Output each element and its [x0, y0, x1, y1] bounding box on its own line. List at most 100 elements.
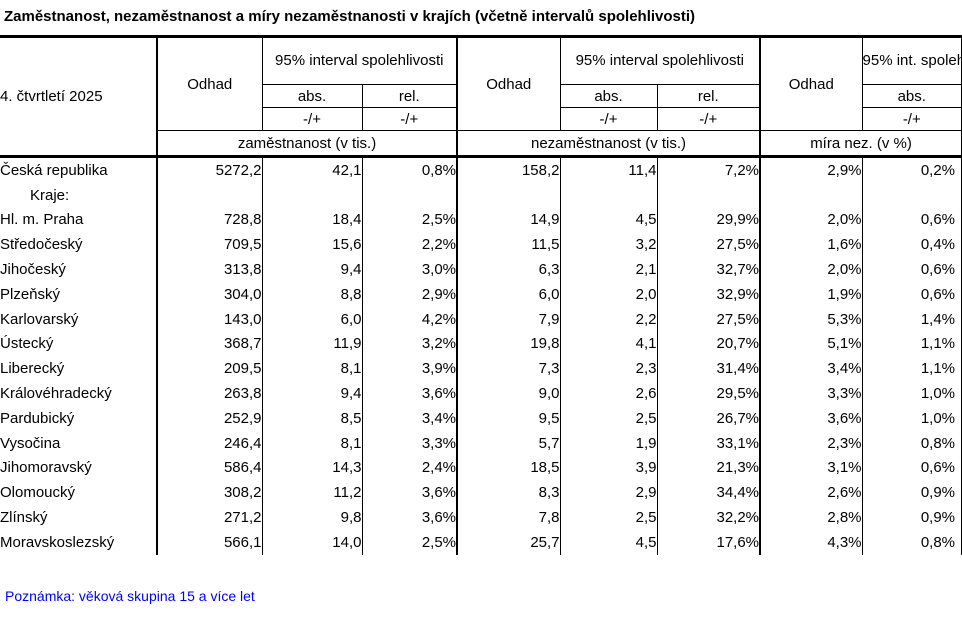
header-row-plus-minus: -/+ -/+ -/+ -/+ -/+	[0, 107, 962, 131]
value-cell: 14,3	[262, 455, 363, 481]
value-cell: 9,8	[262, 505, 363, 530]
value-cell: 42,1	[262, 156, 363, 183]
value-cell: 709,5	[157, 232, 263, 258]
value-cell: 2,6%	[760, 480, 863, 506]
pm-header: -/+	[862, 107, 962, 131]
value-cell: 2,3	[560, 356, 658, 382]
value-cell: 0,6%	[862, 257, 962, 282]
value-cell: 313,8	[157, 257, 263, 282]
value-cell: 8,5	[262, 405, 363, 431]
value-cell: 27,5%	[657, 232, 762, 258]
value-cell: 3,3%	[760, 381, 863, 406]
value-cell: 2,0%	[760, 257, 863, 282]
table-row: Hl. m. Praha 728,8 18,4 2,5% 14,9 4,5 29…	[0, 207, 962, 233]
rel-header-employment: rel.	[362, 84, 459, 108]
value-cell: 0,9%	[862, 505, 962, 530]
table-row: Moravskoslezský 566,1 14,0 2,5% 25,7 4,5…	[0, 529, 962, 555]
group-label-rate: míra nez. (v %)	[760, 130, 962, 158]
value-cell: 9,5	[457, 405, 561, 431]
odhad-header-rate: Odhad	[760, 36, 863, 131]
value-cell: 32,9%	[657, 281, 762, 307]
value-cell: 29,9%	[657, 207, 762, 233]
footnote: Poznámka: věková skupina 15 a více let	[5, 587, 255, 604]
region-name: Ústecký	[0, 331, 158, 357]
value-cell: 7,2%	[657, 156, 762, 183]
table-row: Pardubický 252,9 8,5 3,4% 9,5 2,5 26,7% …	[0, 405, 962, 431]
value-cell: 26,7%	[657, 405, 762, 431]
value-cell: 0,6%	[862, 207, 962, 233]
value-cell: 1,1%	[862, 331, 962, 357]
value-cell: 263,8	[157, 381, 263, 406]
value-cell: 0,9%	[862, 480, 962, 506]
value-cell: 34,4%	[657, 480, 762, 506]
region-name: Česká republika	[0, 156, 158, 183]
value-cell: 11,4	[560, 156, 658, 183]
value-cell: 8,8	[262, 281, 363, 307]
value-cell: 3,6%	[760, 405, 863, 431]
value-cell: 33,1%	[657, 430, 762, 456]
value-cell: 2,1	[560, 257, 658, 282]
header-row-interval: 4. čtvrtletí 2025 Odhad 95% interval spo…	[0, 36, 962, 158]
region-name: Olomoucký	[0, 480, 158, 506]
value-cell	[760, 182, 863, 208]
value-cell: 3,4%	[362, 405, 459, 431]
value-cell: 308,2	[157, 480, 263, 506]
region-name: Kraje:	[0, 182, 158, 208]
rel-header-unemployment: rel.	[657, 84, 762, 108]
value-cell: 246,4	[157, 430, 263, 456]
value-cell: 8,3	[457, 480, 561, 506]
employment-table: 4. čtvrtletí 2025 Odhad 95% interval spo…	[0, 35, 962, 555]
table-row: Jihomoravský 586,4 14,3 2,4% 18,5 3,9 21…	[0, 455, 962, 481]
interval-header-rate: 95% int. spoleh.	[862, 36, 962, 85]
pm-header: -/+	[362, 107, 459, 131]
value-cell: 6,0	[457, 281, 561, 307]
value-cell: 7,3	[457, 356, 561, 382]
value-cell: 3,2%	[362, 331, 459, 357]
value-cell: 11,9	[262, 331, 363, 357]
value-cell	[657, 182, 762, 208]
value-cell: 4,2%	[362, 306, 459, 332]
value-cell: 1,1%	[862, 356, 962, 382]
value-cell: 7,9	[457, 306, 561, 332]
value-cell: 5272,2	[157, 156, 263, 183]
value-cell: 3,4%	[760, 356, 863, 382]
value-cell: 0,8%	[862, 529, 962, 555]
region-name: Pardubický	[0, 405, 158, 431]
value-cell: 0,4%	[862, 232, 962, 258]
region-name: Středočeský	[0, 232, 158, 258]
region-name: Vysočina	[0, 430, 158, 456]
value-cell: 2,2%	[362, 232, 459, 258]
value-cell: 158,2	[457, 156, 561, 183]
abs-header-unemployment: abs.	[560, 84, 658, 108]
pm-header: -/+	[262, 107, 363, 131]
value-cell: 271,2	[157, 505, 263, 530]
value-cell: 3,2	[560, 232, 658, 258]
interval-header-employment: 95% interval spolehlivosti	[262, 36, 459, 85]
value-cell: 3,9	[560, 455, 658, 481]
value-cell: 3,6%	[362, 505, 459, 530]
table-row: Karlovarský 143,0 6,0 4,2% 7,9 2,2 27,5%…	[0, 306, 962, 332]
value-cell: 2,4%	[362, 455, 459, 481]
value-cell: 2,5	[560, 405, 658, 431]
value-cell: 21,3%	[657, 455, 762, 481]
value-cell: 2,6	[560, 381, 658, 406]
table-row: Jihočeský 313,8 9,4 3,0% 6,3 2,1 32,7% 2…	[0, 257, 962, 282]
table-body: Česká republika 5272,2 42,1 0,8% 158,2 1…	[0, 156, 962, 555]
region-name: Liberecký	[0, 356, 158, 382]
value-cell: 728,8	[157, 207, 263, 233]
region-name: Karlovarský	[0, 306, 158, 332]
value-cell: 586,4	[157, 455, 263, 481]
header-row-group-labels: zaměstnanost (v tis.) nezaměstnanost (v …	[0, 130, 962, 158]
table-row: Česká republika 5272,2 42,1 0,8% 158,2 1…	[0, 156, 962, 183]
value-cell: 6,0	[262, 306, 363, 332]
table-row: Zlínský 271,2 9,8 3,6% 7,8 2,5 32,2% 2,8…	[0, 505, 962, 530]
value-cell: 1,9	[560, 430, 658, 456]
value-cell: 2,3%	[760, 430, 863, 456]
value-cell: 11,5	[457, 232, 561, 258]
value-cell: 0,8%	[862, 430, 962, 456]
value-cell: 5,3%	[760, 306, 863, 332]
table-row: Olomoucký 308,2 11,2 3,6% 8,3 2,9 34,4% …	[0, 480, 962, 506]
value-cell: 3,3%	[362, 430, 459, 456]
value-cell: 2,9%	[362, 281, 459, 307]
value-cell	[262, 182, 363, 208]
